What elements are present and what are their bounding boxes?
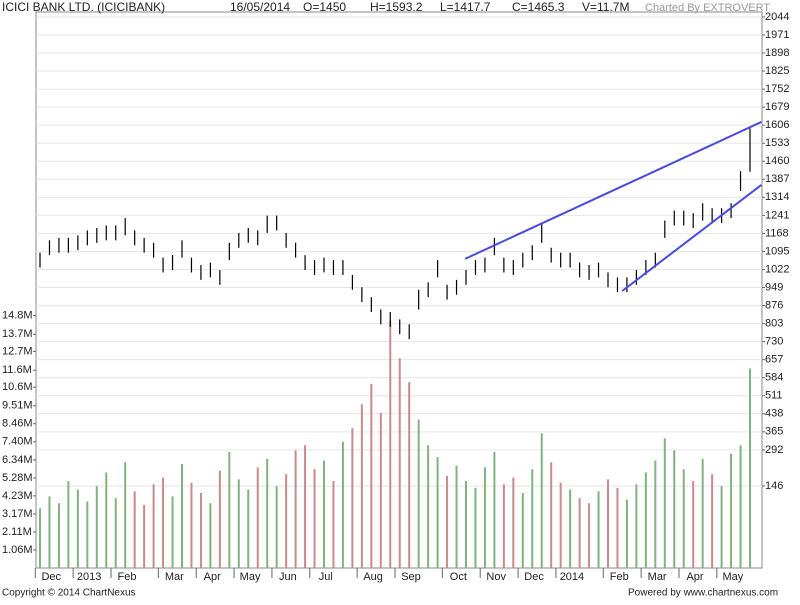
y2-tick-label: 10.6M	[2, 381, 33, 393]
chart-title: ICICI BANK LTD. (ICICIBANK)	[2, 0, 165, 14]
footer-left: Copyright © 2014 ChartNexus	[2, 588, 136, 599]
x-tick-label: Oct	[450, 571, 467, 583]
header-close: C=1465.3	[512, 0, 565, 14]
y-tick-label: 1095	[765, 245, 789, 257]
y-tick-label: 1825	[765, 65, 789, 77]
y-tick-label: 511	[765, 390, 783, 402]
x-tick-label: Feb	[610, 571, 629, 583]
y2-tick-label: 3.17M	[2, 508, 33, 520]
y-tick-label: 1241	[765, 209, 789, 221]
y2-tick-label: 5.28M	[2, 472, 33, 484]
x-tick-label: May	[240, 571, 261, 583]
header-volume: V=11.7M	[582, 0, 629, 14]
y-tick-label: 1387	[765, 173, 789, 185]
y-tick-label: 1752	[765, 83, 789, 95]
y2-tick-label: 14.8M	[2, 309, 33, 321]
y2-tick-label: 12.7M	[2, 345, 33, 357]
credit: Charted By EXTROVERT	[645, 2, 770, 14]
y-tick-label: 1606	[765, 119, 789, 131]
x-tick-label: Aug	[363, 571, 383, 583]
y-tick-label: 1971	[765, 29, 789, 41]
x-tick-label: Apr	[686, 571, 703, 583]
x-tick-label: May	[722, 571, 743, 583]
x-tick-label: Dec	[524, 571, 544, 583]
y2-tick-label: 4.23M	[2, 490, 33, 502]
x-tick-label: Mar	[165, 571, 184, 583]
x-tick-label: Apr	[204, 571, 221, 583]
header-high: H=1593.2	[370, 0, 423, 14]
x-tick-label: 2013	[77, 571, 101, 583]
footer-right: Powered by www.chartnexus.com	[628, 588, 778, 599]
y-tick-label: 657	[765, 354, 783, 366]
x-tick-label: Nov	[486, 571, 506, 583]
x-tick-label: Mar	[648, 571, 667, 583]
y-tick-label: 803	[765, 318, 783, 330]
y-tick-label: 365	[765, 426, 783, 438]
header-date: 16/05/2014	[230, 0, 290, 14]
x-tick-label: Jul	[319, 571, 333, 583]
y-tick-label: 1460	[765, 155, 789, 167]
y-tick-label: 730	[765, 336, 783, 348]
y-tick-label: 1533	[765, 137, 789, 149]
y-tick-label: 1679	[765, 101, 789, 113]
y2-tick-label: 11.6M	[2, 364, 32, 376]
header-low: L=1417.7	[440, 0, 491, 14]
y-tick-label: 876	[765, 299, 783, 311]
x-tick-label: 2014	[560, 571, 584, 583]
trendline	[621, 184, 762, 292]
x-tick-label: Feb	[118, 571, 137, 583]
y2-tick-label: 1.06M	[2, 544, 33, 556]
header-open: O=1450	[303, 0, 346, 14]
y-tick-label: 292	[765, 444, 783, 456]
y2-tick-label: 7.40M	[2, 436, 33, 448]
y2-tick-label: 2.11M	[2, 526, 32, 538]
x-tick-label: Jun	[279, 571, 297, 583]
trendline	[464, 121, 762, 260]
y-tick-label: 146	[765, 480, 783, 492]
y2-tick-label: 6.34M	[2, 454, 33, 466]
y-tick-label: 1022	[765, 263, 789, 275]
y2-tick-label: 13.7M	[2, 328, 33, 340]
y-tick-label: 949	[765, 281, 783, 293]
x-tick-label: Sep	[401, 571, 421, 583]
y2-tick-label: 8.46M	[2, 418, 33, 430]
y-tick-label: 1898	[765, 47, 789, 59]
y-tick-label: 1168	[765, 227, 789, 239]
y-tick-label: 584	[765, 372, 783, 384]
y-tick-label: 2044	[765, 11, 789, 23]
y-tick-label: 438	[765, 408, 783, 420]
x-tick-label: Dec	[41, 571, 61, 583]
y2-tick-label: 9.51M	[2, 400, 33, 412]
y-tick-label: 1314	[765, 191, 789, 203]
